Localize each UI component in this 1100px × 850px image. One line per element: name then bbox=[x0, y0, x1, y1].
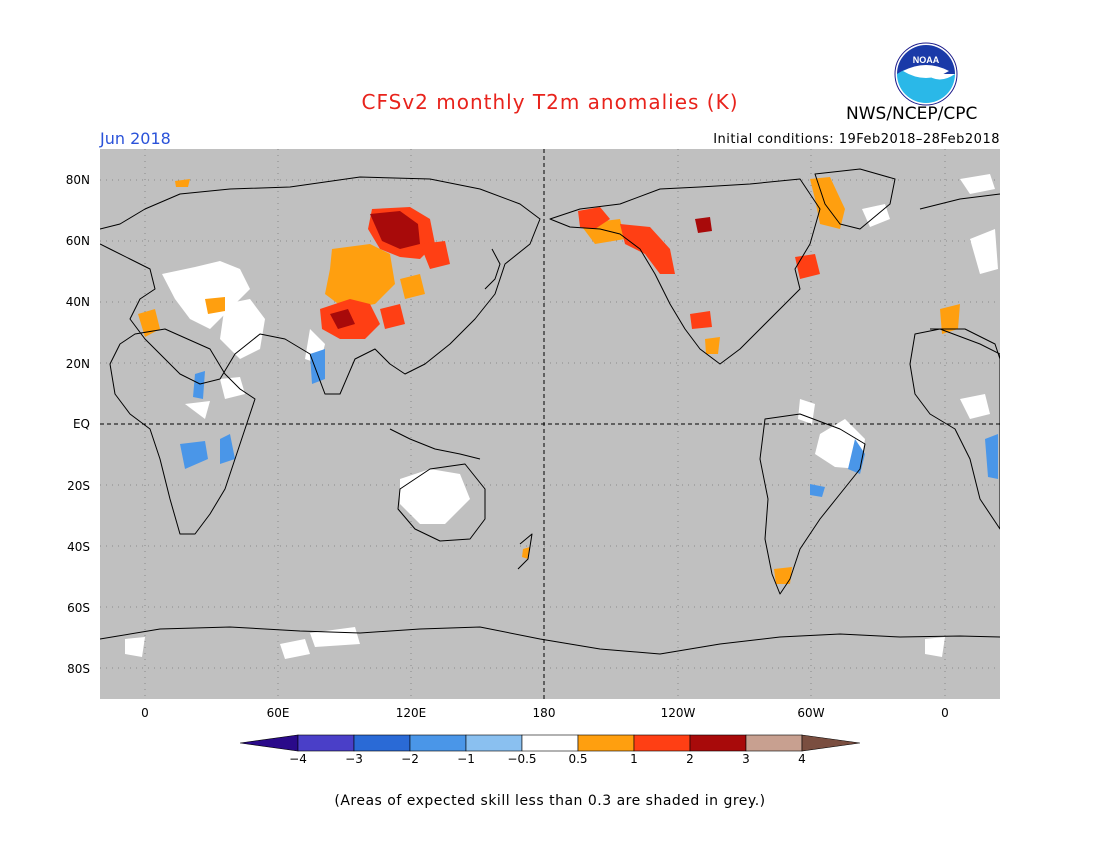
lon-label: 180 bbox=[532, 706, 556, 720]
lat-label: 20N bbox=[65, 357, 90, 371]
lat-label: 80S bbox=[67, 662, 90, 676]
forecast-month: Jun 2018 bbox=[100, 129, 171, 148]
colorbar-label: −0.5 bbox=[507, 752, 537, 766]
colorbar-label: −2 bbox=[401, 752, 419, 766]
colorbar-segment bbox=[297, 734, 355, 752]
lat-label: 20S bbox=[67, 479, 90, 493]
warm-patches-darkred bbox=[330, 211, 712, 329]
agency-label: NWS/NCEP/CPC bbox=[846, 104, 978, 124]
colorbar bbox=[240, 734, 860, 752]
lon-label: 60E bbox=[266, 706, 290, 720]
lon-label: 0 bbox=[141, 706, 149, 720]
coastlines bbox=[100, 168, 1000, 655]
colorbar-segment bbox=[353, 734, 411, 752]
lat-label: 60S bbox=[67, 601, 90, 615]
lon-label: 60W bbox=[797, 706, 825, 720]
colorbar-segment bbox=[240, 734, 299, 752]
colorbar-segment bbox=[689, 734, 747, 752]
colorbar-segment bbox=[801, 734, 860, 752]
lon-label: 120W bbox=[660, 706, 696, 720]
lat-label: EQ bbox=[72, 417, 90, 431]
warm-patches-orange bbox=[138, 177, 960, 584]
initial-conditions: Initial conditions: 19Feb2018–28Feb2018 bbox=[713, 132, 1000, 147]
colorbar-label: 4 bbox=[798, 752, 806, 766]
colorbar-label: 1 bbox=[630, 752, 638, 766]
skill-footnote: (Areas of expected skill less than 0.3 a… bbox=[334, 793, 766, 809]
map-title: CFSv2 monthly T2m anomalies (K) bbox=[361, 90, 739, 114]
lon-label: 0 bbox=[941, 706, 949, 720]
colorbar-segment bbox=[633, 734, 691, 752]
noaa-logo: NOAA bbox=[894, 42, 958, 106]
colorbar-segment bbox=[409, 734, 467, 752]
lat-label: 40N bbox=[65, 295, 90, 309]
colorbar-label: 3 bbox=[742, 752, 750, 766]
lat-label: 80N bbox=[65, 173, 90, 187]
colorbar-label: 0.5 bbox=[568, 752, 588, 766]
noaa-logo-text: NOAA bbox=[913, 55, 940, 65]
colorbar-label: −1 bbox=[457, 752, 475, 766]
colorbar-segment bbox=[745, 734, 803, 752]
colorbar-label: 2 bbox=[686, 752, 694, 766]
colorbar-segment bbox=[465, 734, 523, 752]
lon-label: 120E bbox=[395, 706, 427, 720]
colorbar-label: −3 bbox=[345, 752, 363, 766]
colorbar-segment bbox=[521, 734, 579, 752]
lat-label: 60N bbox=[65, 234, 90, 248]
anomaly-map bbox=[100, 149, 1000, 699]
colorbar-segment bbox=[577, 734, 635, 752]
colorbar-label: −4 bbox=[289, 752, 307, 766]
lat-label: 40S bbox=[67, 540, 90, 554]
